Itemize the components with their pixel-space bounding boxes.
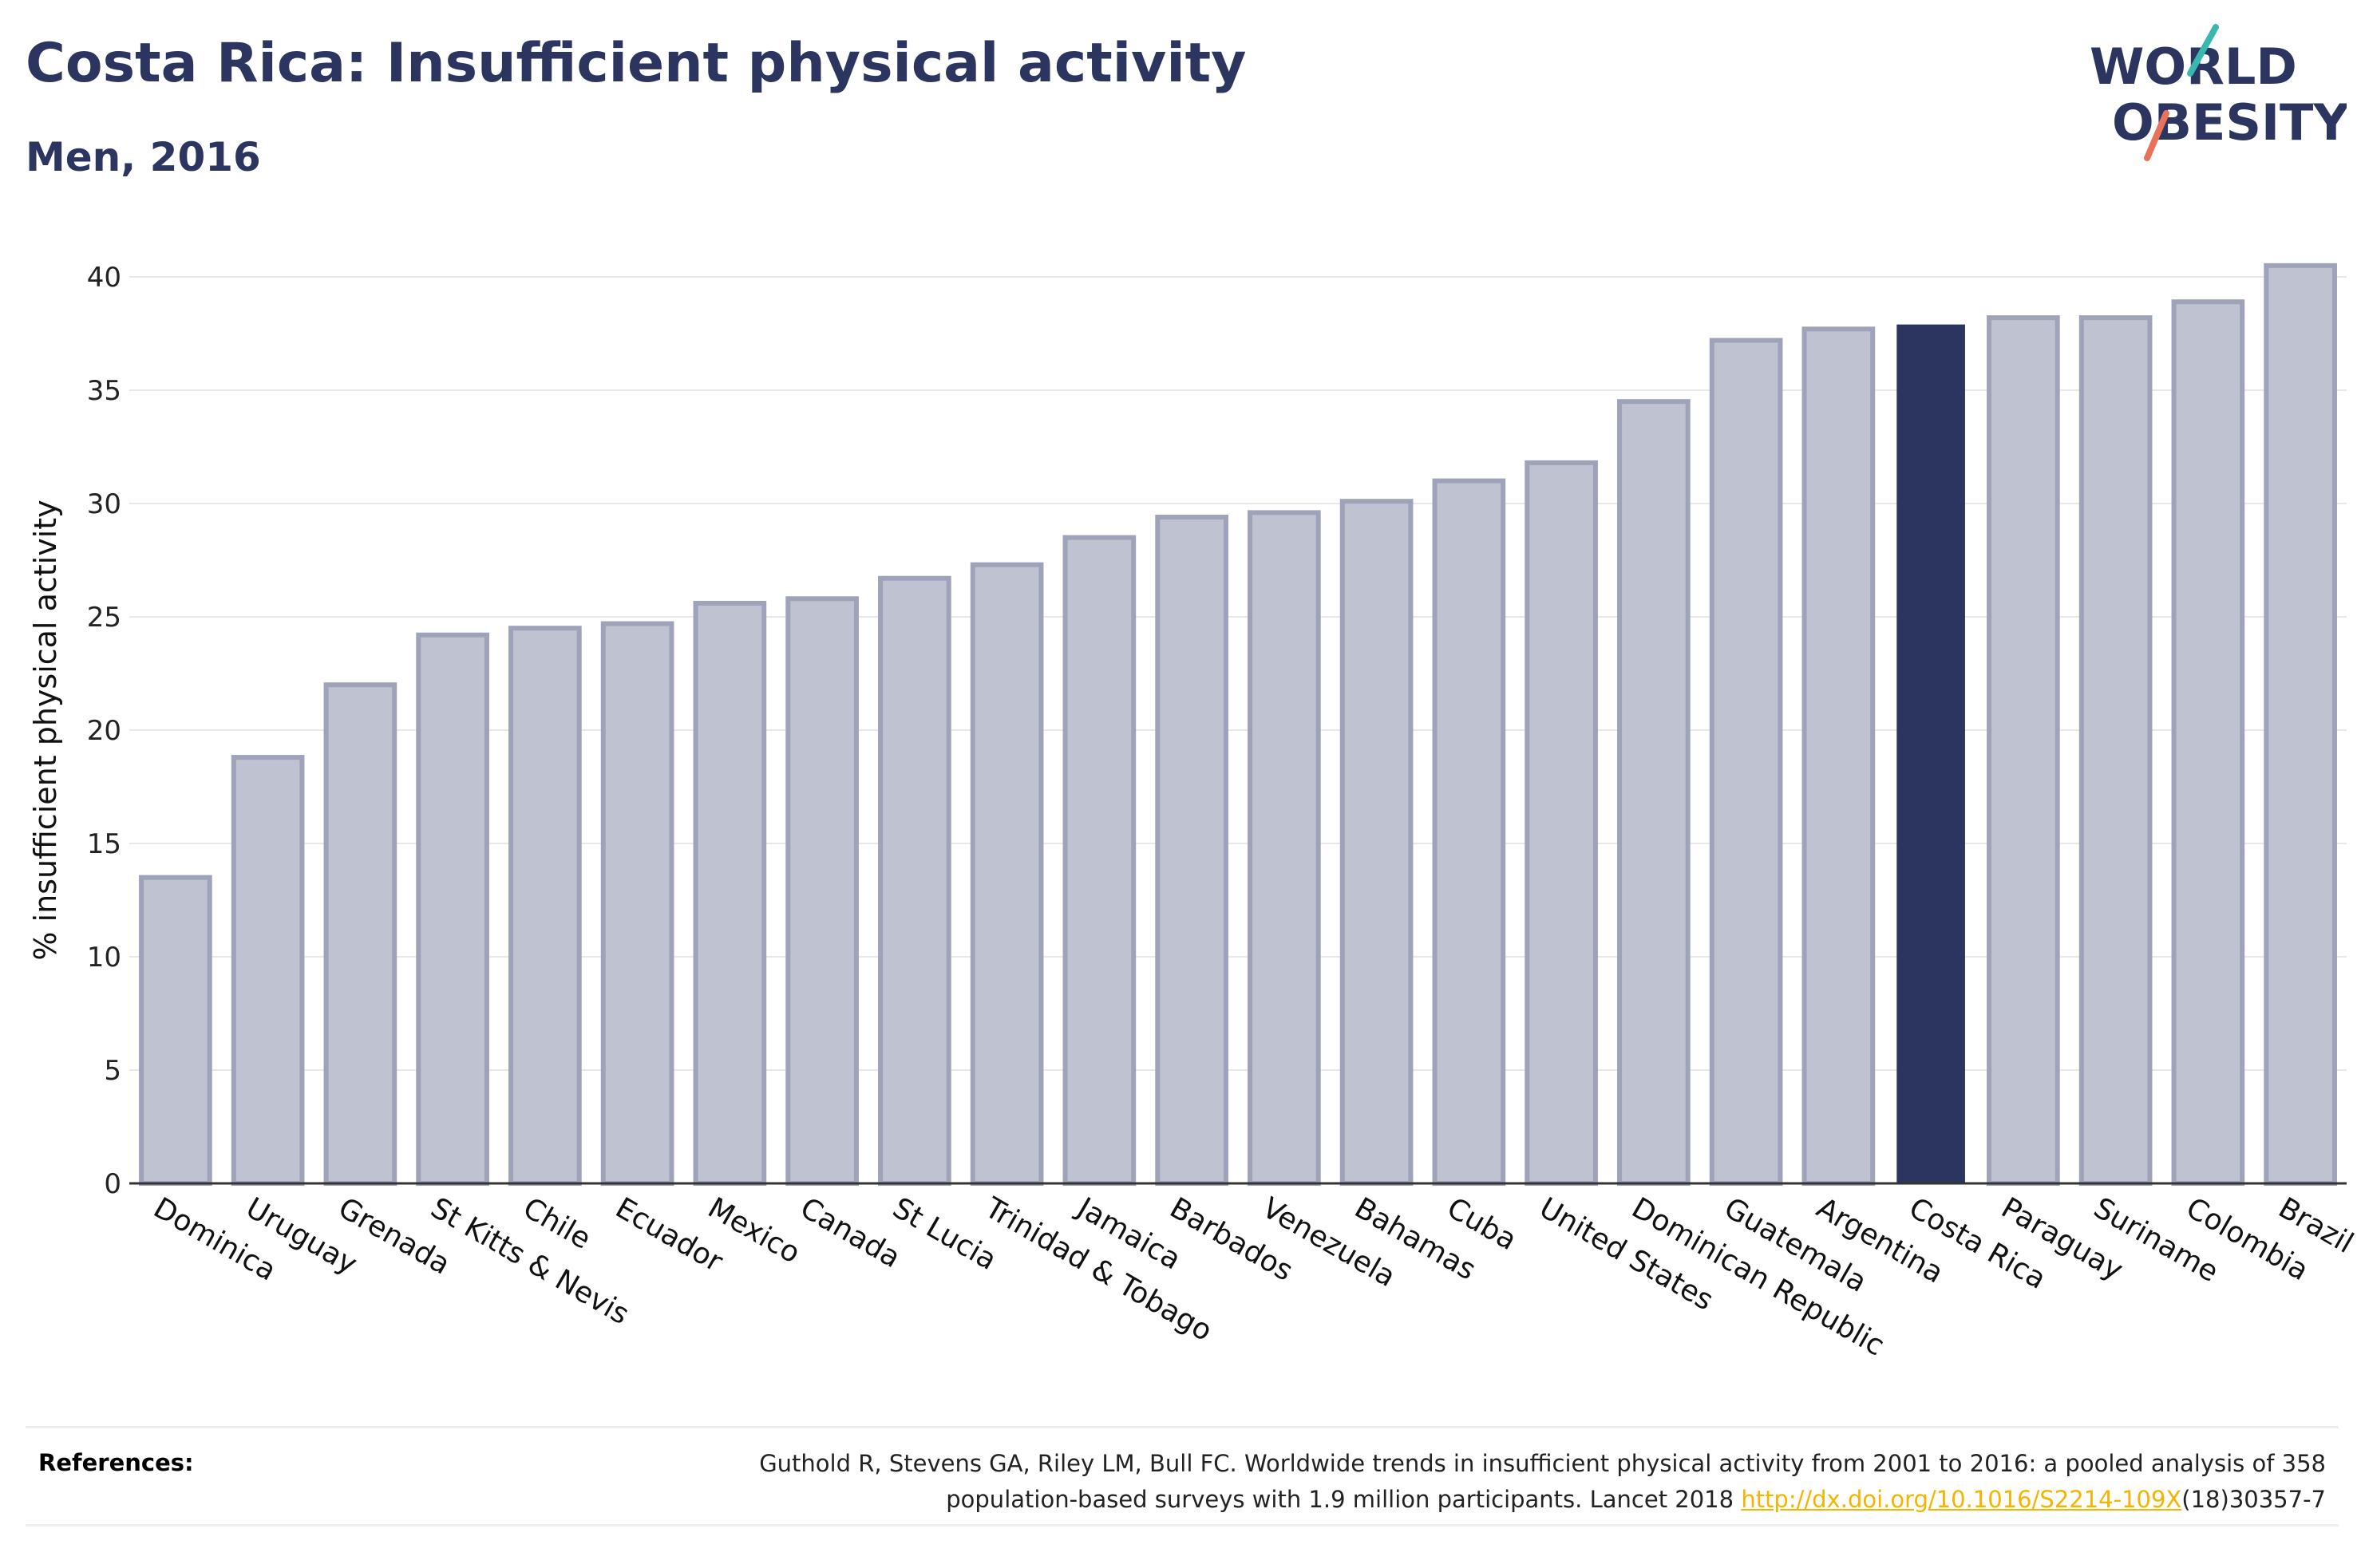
bar-dominica (139, 875, 212, 1186)
reference-line1: Guthold R, Stevens GA, Riley LM, Bull FC… (759, 1450, 2326, 1477)
bar-united-states (1525, 460, 1598, 1186)
y-axis-title: % insufficient physical activity (28, 500, 63, 960)
bar-brazil (2264, 263, 2337, 1186)
reference-line2-before: population-based surveys with 1.9 millio… (946, 1486, 1742, 1513)
bar-colombia (2171, 299, 2245, 1186)
y-tick-label: 20 (87, 715, 121, 747)
references-label: References: (38, 1449, 194, 1476)
bars (139, 263, 2337, 1187)
bar-barbados (1155, 515, 1228, 1186)
bar-mexico (693, 600, 767, 1186)
references-text: Guthold R, Stevens GA, Riley LM, Bull FC… (490, 1446, 2326, 1518)
bar-trinidad-tobago (970, 562, 1044, 1186)
x-tick-label: St Lucia (887, 1191, 1002, 1277)
bar-argentina (1801, 326, 1876, 1187)
bar-paraguay (1987, 315, 2060, 1186)
bar-grenada (323, 682, 397, 1186)
page-subtitle: Men, 2016 (26, 134, 261, 180)
references-bottom-divider (26, 1524, 2339, 1527)
y-tick-label: 35 (87, 375, 121, 407)
y-tick-label: 5 (104, 1055, 121, 1087)
reference-line2-after: (18)30357-7 (2181, 1486, 2326, 1513)
bar-uruguay (231, 755, 305, 1186)
bar-jamaica (1062, 535, 1137, 1186)
bar-st-lucia (878, 575, 951, 1186)
y-tick-label: 30 (87, 488, 121, 520)
logo-slash-coral (2144, 110, 2169, 161)
bar-costa-rica (1896, 324, 1965, 1183)
y-tick-label: 15 (87, 828, 121, 860)
bar-st-kitts-nevis (416, 632, 489, 1186)
bar-chile (508, 626, 582, 1186)
y-tick-label: 10 (87, 942, 121, 974)
bar-canada (785, 596, 859, 1186)
world-obesity-logo: WORLD OBESITY (2090, 24, 2347, 161)
y-tick-labels: 0 5 10 15 20 25 30 35 40 (87, 262, 121, 1200)
y-tick-label: 40 (87, 262, 121, 294)
references-top-divider (26, 1426, 2339, 1428)
reference-doi-link[interactable]: http://dx.doi.org/10.1016/S2214-109X (1741, 1486, 2182, 1513)
logo-slash-teal (2187, 24, 2219, 77)
bar-bahamas (1339, 499, 1414, 1186)
bar-cuba (1432, 478, 1506, 1186)
y-tick-label: 25 (87, 602, 121, 634)
page-title: Costa Rica: Insufficient physical activi… (26, 32, 1247, 95)
bar-suriname (2078, 315, 2153, 1186)
bar-guatemala (1709, 338, 1783, 1186)
bar-venezuela (1248, 510, 1321, 1186)
y-tick-label: 0 (104, 1168, 121, 1200)
x-tick-label: Canada (795, 1191, 906, 1274)
bar-chart: 0 5 10 15 20 25 30 35 40 DominicaUruguayGrenadaS… (28, 262, 2359, 1363)
bar-ecuador (600, 621, 674, 1186)
bar-dominican-republic (1617, 399, 1691, 1186)
